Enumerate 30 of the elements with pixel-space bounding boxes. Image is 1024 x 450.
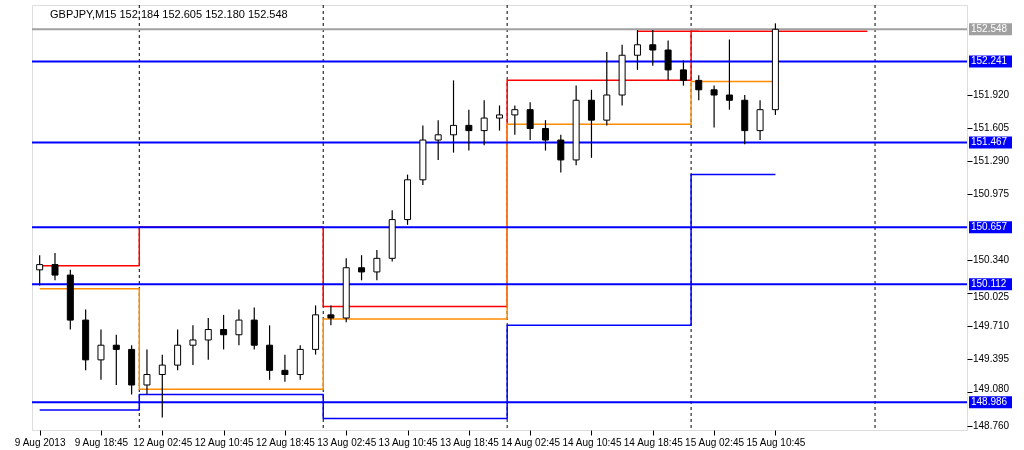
x-tick-label: 14 Aug 10:45	[562, 436, 622, 448]
x-tick-label: 14 Aug 18:45	[623, 436, 684, 448]
ref-line-label: 148.986	[971, 396, 1008, 408]
x-tick-label: 12 Aug 18:45	[255, 436, 316, 448]
ref-line-label: 152.548	[971, 23, 1008, 35]
x-tick-label: 14 Aug 02:45	[501, 436, 561, 448]
y-tick-label: 150.340	[973, 254, 1010, 266]
ref-line-label: 150.657	[971, 221, 1008, 233]
y-tick-label: 150.025	[973, 291, 1010, 303]
x-tick-label: 9 Aug 18:45	[74, 436, 129, 448]
y-tick-label: 149.710	[973, 320, 1010, 332]
ref-line-label: 152.241	[971, 55, 1008, 67]
x-tick-label: 9 Aug 2013	[14, 436, 66, 448]
y-tick-label: 151.290	[973, 154, 1010, 166]
ref-line-label: 150.112	[971, 278, 1007, 290]
ref-line-label: 151.467	[971, 136, 1008, 148]
chart-title: GBPJPY,M15 152.184 152.605 152.180 152.548	[50, 8, 288, 20]
y-tick-label: 151.605	[973, 122, 1010, 133]
y-tick-label: 151.920	[973, 89, 1010, 101]
x-tick-label: 15 Aug 02:45	[685, 436, 745, 448]
x-tick-label: 12 Aug 10:45	[194, 436, 255, 448]
y-tick-label: 150.975	[973, 187, 1010, 199]
x-tick-label: 13 Aug 18:45	[439, 436, 500, 448]
y-tick-label: 149.080	[973, 383, 1010, 395]
x-tick-label: 13 Aug 10:45	[378, 436, 438, 448]
x-tick-label: 13 Aug 02:45	[317, 436, 377, 448]
y-tick-label: 149.395	[973, 353, 1010, 365]
x-tick-label: 12 Aug 02:45	[133, 436, 193, 448]
y-tick-label: 148.760	[973, 419, 1010, 431]
x-tick-label: 15 Aug 10:45	[746, 436, 806, 448]
